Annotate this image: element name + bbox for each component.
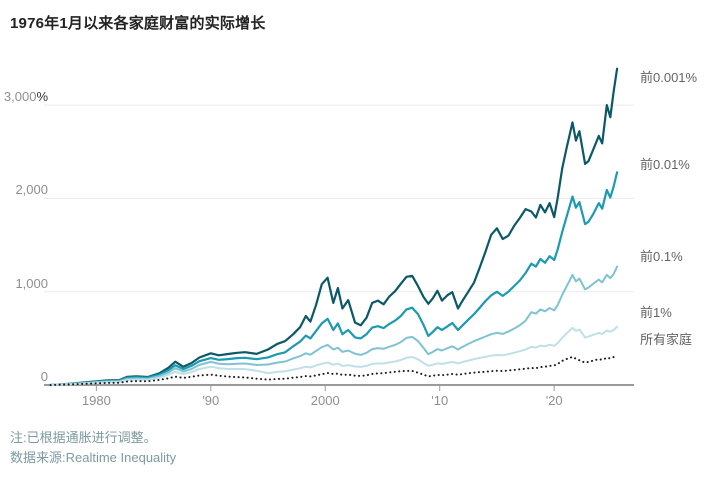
x-axis-tick-label: '20 — [545, 393, 563, 408]
series-line-2 — [49, 265, 619, 386]
adjustment-note: 注:已根据通胀进行调整。 — [10, 430, 157, 445]
series-label-0: 前0.001% — [640, 69, 698, 85]
series-label-1: 前0.01% — [640, 157, 690, 173]
chart-footnotes: 注:已根据通胀进行调整。 数据来源:Realtime Inequality — [10, 428, 176, 468]
series-label-2: 前0.1% — [640, 248, 683, 264]
x-axis-tick-label: 2000 — [310, 393, 340, 408]
series-line-0 — [49, 67, 619, 387]
series-line-3 — [49, 325, 619, 386]
data-source-note: 数据来源:Realtime Inequality — [10, 450, 177, 465]
y-tick-number: 1,000 — [15, 275, 48, 291]
y-tick-number: 0 — [40, 369, 48, 384]
series-label-3: 前1% — [640, 304, 672, 320]
x-axis-tick-label: '90 — [202, 393, 220, 408]
y-tick-number: 2,000 — [15, 182, 48, 198]
y-axis-tick-label: 1,000 — [0, 276, 48, 292]
x-axis-tick-label: 1980 — [81, 393, 111, 408]
series-line-4 — [49, 353, 619, 386]
series-line-1 — [49, 171, 619, 387]
y-axis-tick-label: 2,000 — [0, 182, 48, 198]
y-axis-tick-label: 3,000% — [0, 89, 48, 105]
y-axis-tick-label: 0 — [0, 369, 48, 385]
chart-title: 1976年1月以来各家庭财富的实际增长 — [10, 15, 266, 32]
series-label-4: 所有家庭 — [640, 331, 693, 347]
y-tick-number: 3,000 — [3, 89, 37, 105]
x-axis-tick-label: '10 — [431, 393, 449, 408]
y-axis-unit: % — [36, 89, 48, 105]
